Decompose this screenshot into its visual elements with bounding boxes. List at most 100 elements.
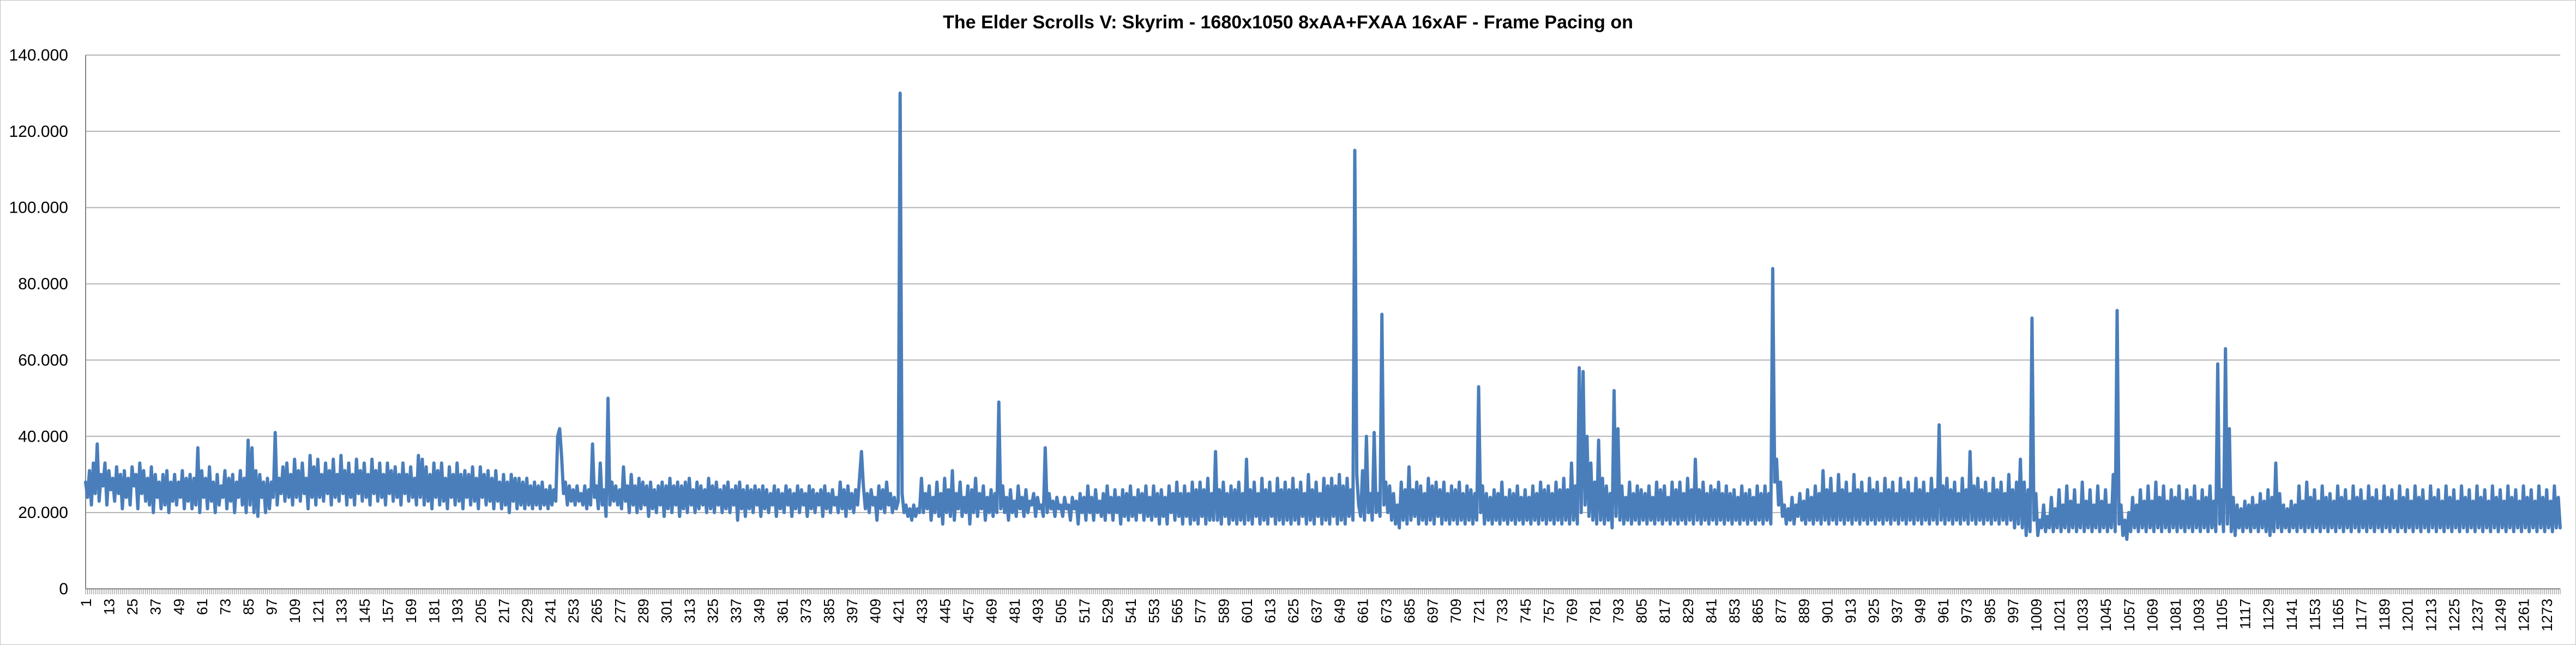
x-tick-label: 781 xyxy=(1587,599,1604,623)
x-tick-label: 901 xyxy=(1819,599,1835,623)
x-tick-label: 217 xyxy=(496,599,512,623)
x-tick-label: 385 xyxy=(821,599,837,623)
x-tick-label: 661 xyxy=(1355,599,1371,623)
x-axis-tick-labels: 1 13 25 37 49 61 73 85 97 109 121 133 145 157 169 181 19… xyxy=(78,599,2555,631)
x-tick-label: 1 xyxy=(78,599,94,607)
x-tick-label: 121 xyxy=(310,599,327,623)
x-tick-label: 289 xyxy=(635,599,652,623)
x-tick-label: 469 xyxy=(984,599,1000,623)
x-tick-label: 37 xyxy=(148,599,164,615)
x-tick-label: 157 xyxy=(380,599,396,623)
x-tick-label: 421 xyxy=(890,599,907,623)
x-tick-label: 325 xyxy=(705,599,721,623)
x-tick-label: 433 xyxy=(914,599,930,623)
gridlines xyxy=(86,55,2560,514)
x-tick-label: 301 xyxy=(658,599,675,623)
x-tick-label: 1117 xyxy=(2237,599,2254,629)
x-tick-label: 757 xyxy=(1540,599,1557,623)
x-tick-label: 517 xyxy=(1076,599,1093,623)
x-tick-label: 553 xyxy=(1146,599,1163,623)
x-tick-label: 1237 xyxy=(2469,599,2485,631)
x-tick-label: 1093 xyxy=(2191,599,2207,631)
x-tick-label: 961 xyxy=(1935,599,1952,623)
x-tick-label: 865 xyxy=(1750,599,1766,623)
y-tick-label: 0 xyxy=(59,580,68,598)
x-tick-label: 529 xyxy=(1099,599,1116,623)
x-tick-label: 265 xyxy=(589,599,605,623)
x-tick-label: 349 xyxy=(751,599,768,623)
x-tick-label: 973 xyxy=(1959,599,1975,623)
x-tick-label: 181 xyxy=(426,599,443,623)
series-line xyxy=(84,91,2562,541)
x-tick-label: 1069 xyxy=(2144,599,2160,631)
x-tick-label: 709 xyxy=(1448,599,1464,623)
y-axis-tick-labels: 0 20.000 40.000 60.000 80.000 100.000 120.000 1… xyxy=(9,46,68,598)
x-tick-label: 589 xyxy=(1215,599,1232,623)
y-tick-label: 40.000 xyxy=(18,427,68,445)
x-tick-label: 541 xyxy=(1123,599,1139,623)
x-tick-label: 841 xyxy=(1703,599,1719,623)
x-tick-label: 277 xyxy=(612,599,628,623)
x-tick-label: 109 xyxy=(287,599,303,623)
x-tick-label: 829 xyxy=(1680,599,1696,623)
y-tick-label: 20.000 xyxy=(18,504,68,522)
axes xyxy=(85,55,2561,594)
x-tick-label: 949 xyxy=(1912,599,1929,623)
x-tick-label: 673 xyxy=(1378,599,1394,623)
x-tick-label: 1033 xyxy=(2075,599,2091,631)
x-tick-label: 25 xyxy=(124,599,141,615)
y-tick-label: 140.000 xyxy=(9,46,68,64)
x-tick-label: 253 xyxy=(565,599,582,623)
y-tick-label: 80.000 xyxy=(18,275,68,293)
x-tick-label: 445 xyxy=(937,599,953,623)
x-tick-label: 1045 xyxy=(2098,599,2114,631)
y-tick-label: 60.000 xyxy=(18,351,68,369)
x-tick-label: 925 xyxy=(1865,599,1882,623)
x-tick-label: 49 xyxy=(171,599,187,615)
x-tick-label: 193 xyxy=(449,599,466,623)
x-tick-label: 97 xyxy=(264,599,280,615)
x-tick-label: 577 xyxy=(1193,599,1209,623)
x-tick-label: 1057 xyxy=(2121,599,2138,631)
x-tick-label: 889 xyxy=(1796,599,1813,623)
x-tick-label: 793 xyxy=(1610,599,1627,623)
x-tick-label: 565 xyxy=(1169,599,1185,623)
x-tick-label: 337 xyxy=(728,599,744,623)
x-tick-label: 241 xyxy=(543,599,559,623)
x-tick-label: 1225 xyxy=(2446,599,2463,631)
x-tick-label: 625 xyxy=(1285,599,1302,623)
x-tick-label: 229 xyxy=(519,599,535,623)
x-tick-label: 817 xyxy=(1657,599,1673,623)
x-tick-label: 313 xyxy=(682,599,698,623)
x-tick-label: 1201 xyxy=(2400,599,2416,631)
x-tick-label: 745 xyxy=(1518,599,1534,623)
x-tick-label: 769 xyxy=(1564,599,1580,623)
x-tick-label: 505 xyxy=(1053,599,1069,623)
x-tick-label: 601 xyxy=(1239,599,1255,623)
x-tick-label: 853 xyxy=(1726,599,1743,623)
x-tick-label: 1021 xyxy=(2051,599,2068,631)
series-layer xyxy=(84,91,2562,541)
x-tick-label: 1129 xyxy=(2260,599,2277,630)
x-tick-label: 985 xyxy=(1982,599,1998,623)
y-tick-label: 120.000 xyxy=(9,123,68,141)
x-tick-label: 1153 xyxy=(2307,599,2323,630)
x-tick-label: 721 xyxy=(1471,599,1488,623)
x-tick-label: 1249 xyxy=(2493,599,2509,631)
x-tick-label: 481 xyxy=(1007,599,1023,623)
x-tick-label: 1081 xyxy=(2168,599,2184,631)
x-tick-label: 1189 xyxy=(2376,599,2393,630)
x-tick-label: 937 xyxy=(1889,599,1905,623)
x-tick-label: 805 xyxy=(1634,599,1650,623)
x-tick-label: 733 xyxy=(1494,599,1510,623)
x-tick-label: 145 xyxy=(357,599,373,623)
x-tick-label: 877 xyxy=(1773,599,1789,623)
x-tick-label: 85 xyxy=(240,599,257,615)
x-axis-tick-marks xyxy=(85,589,2561,594)
x-tick-label: 397 xyxy=(844,599,860,623)
chart-title: The Elder Scrolls V: Skyrim - 1680x1050 … xyxy=(943,12,1633,33)
x-tick-label: 685 xyxy=(1401,599,1418,623)
x-tick-label: 997 xyxy=(2005,599,2021,623)
